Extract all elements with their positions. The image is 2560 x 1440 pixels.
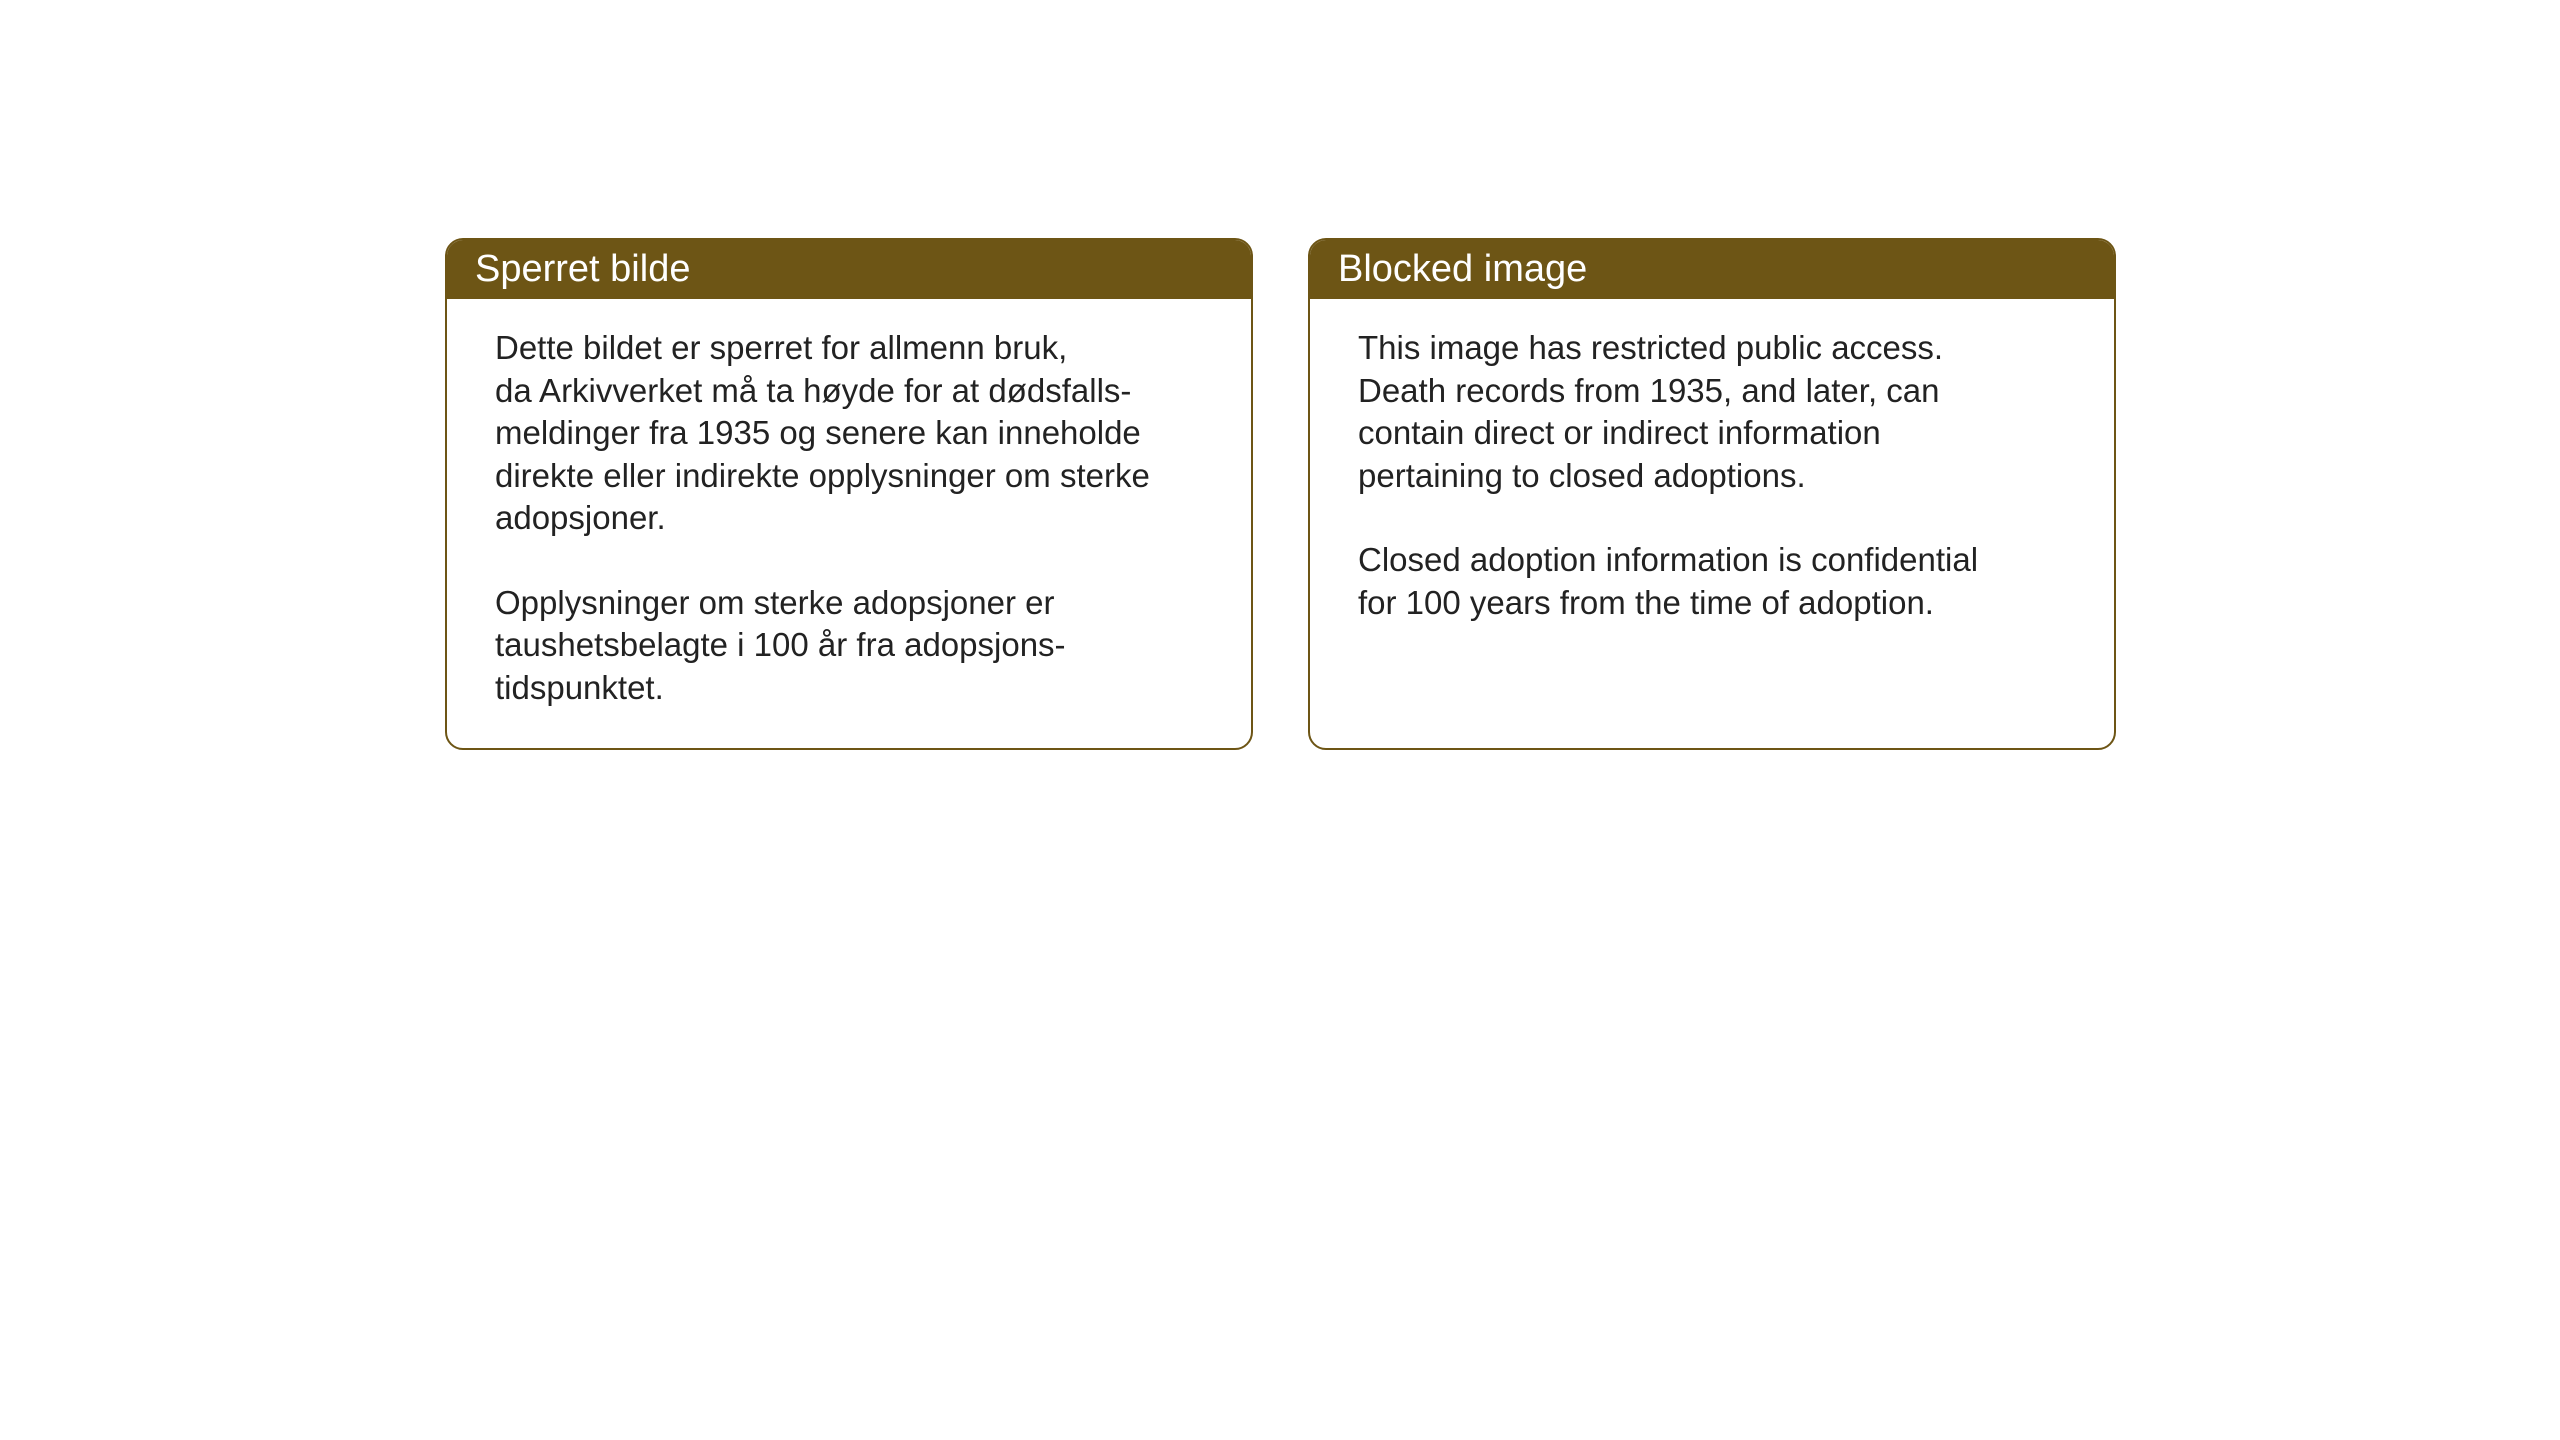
card-body-english: This image has restricted public access.…: [1310, 299, 2114, 662]
card-paragraph-2: Closed adoption information is confident…: [1358, 539, 2066, 624]
notice-card-english: Blocked image This image has restricted …: [1308, 238, 2116, 750]
card-header-english: Blocked image: [1310, 240, 2114, 299]
card-paragraph-1: Dette bildet er sperret for allmenn bruk…: [495, 327, 1203, 540]
card-title: Sperret bilde: [475, 248, 690, 290]
card-paragraph-2: Opplysninger om sterke adopsjoner er tau…: [495, 582, 1203, 710]
notice-cards-container: Sperret bilde Dette bildet er sperret fo…: [0, 0, 2560, 750]
notice-card-norwegian: Sperret bilde Dette bildet er sperret fo…: [445, 238, 1253, 750]
card-header-norwegian: Sperret bilde: [447, 240, 1251, 299]
card-paragraph-1: This image has restricted public access.…: [1358, 327, 2066, 497]
card-body-norwegian: Dette bildet er sperret for allmenn bruk…: [447, 299, 1251, 748]
card-title: Blocked image: [1338, 248, 1587, 290]
